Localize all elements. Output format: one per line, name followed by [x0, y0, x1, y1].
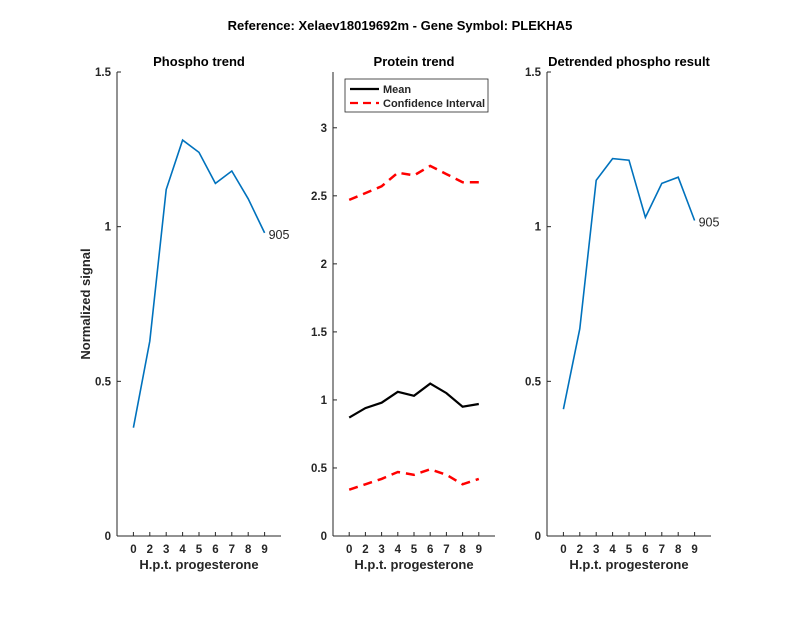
series-line-1 [348, 382, 479, 419]
x-tick-label: 0 [130, 544, 136, 556]
x-tick-label: 0 [346, 544, 352, 556]
x-tick-label: 7 [443, 544, 449, 556]
x-tick-label: 2 [577, 544, 583, 556]
y-axis-label: Normalized signal [78, 248, 93, 359]
x-tick-label: 8 [459, 544, 466, 556]
x-tick-label: 7 [659, 544, 665, 556]
x-tick-label: 0 [560, 544, 566, 556]
legend-box [344, 78, 489, 113]
y-tick-label: 0 [105, 531, 111, 543]
y-tick-label: 3 [321, 123, 327, 135]
x-tick-label: 9 [261, 544, 267, 556]
x-tick-label: 8 [245, 544, 252, 556]
x-tick-label: 6 [212, 544, 218, 556]
x-tick-label: 8 [675, 544, 682, 556]
x-axis-label: H.p.t. progesterone [139, 557, 258, 572]
x-tick-label: 2 [362, 544, 368, 556]
series-line-1 [132, 138, 266, 428]
y-tick-label: 1.5 [95, 67, 112, 79]
x-axis-label: H.p.t. progesterone [354, 557, 473, 572]
subplot-title: Detrended phospho result [548, 54, 710, 69]
subplot-title: Phospho trend [153, 54, 245, 69]
x-tick-label: 3 [593, 544, 599, 556]
y-tick-label: 0.5 [95, 376, 112, 388]
x-tick-label: 4 [395, 544, 402, 556]
y-tick-label: 2.5 [311, 191, 328, 203]
x-tick-label: 3 [378, 544, 384, 556]
legend-entry: Mean [383, 84, 411, 96]
x-tick-label: 6 [427, 544, 433, 556]
subplot-title: Protein trend [374, 54, 455, 69]
end-label: 905 [269, 228, 290, 242]
legend-entry: Confidence Interval [383, 98, 485, 110]
x-tick-label: 5 [626, 544, 633, 556]
x-tick-label: 6 [642, 544, 648, 556]
figure-title: Reference: Xelaev18019692m - Gene Symbol… [228, 18, 573, 33]
legend: Mean Confidence Interval [344, 78, 489, 113]
y-tick-label: 2 [321, 259, 327, 271]
x-tick-label: 5 [196, 544, 203, 556]
y-tick-label: 0.5 [311, 463, 328, 475]
x-tick-label: 3 [163, 544, 169, 556]
series-line-3 [348, 467, 480, 491]
y-tick-label: 0 [321, 531, 327, 543]
series-line-2 [348, 164, 479, 202]
series-line-1 [562, 157, 696, 410]
y-tick-label: 1.5 [311, 327, 328, 339]
x-tick-label: 4 [609, 544, 616, 556]
x-tick-label: 7 [229, 544, 235, 556]
end-label: 905 [699, 215, 720, 229]
x-axis-label: H.p.t. progesterone [569, 557, 688, 572]
x-tick-label: 2 [147, 544, 153, 556]
y-tick-label: 0 [535, 531, 541, 543]
x-tick-label: 9 [476, 544, 482, 556]
y-tick-label: 0.5 [525, 376, 542, 388]
y-tick-label: 1.5 [525, 67, 542, 79]
y-tick-label: 1 [321, 395, 328, 407]
y-tick-label: 1 [535, 222, 542, 234]
y-tick-label: 1 [105, 222, 112, 234]
x-tick-label: 4 [179, 544, 186, 556]
x-tick-label: 5 [411, 544, 418, 556]
x-tick-label: 9 [691, 544, 697, 556]
